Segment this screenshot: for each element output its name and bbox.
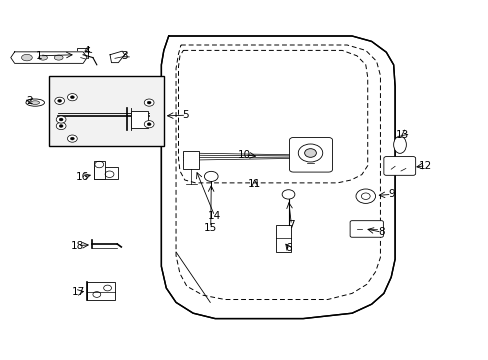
Text: 16: 16 xyxy=(75,172,89,182)
Circle shape xyxy=(70,137,74,140)
Text: 3: 3 xyxy=(121,51,128,61)
Text: 4: 4 xyxy=(83,46,90,56)
Circle shape xyxy=(204,171,218,181)
Ellipse shape xyxy=(21,54,32,61)
Polygon shape xyxy=(161,36,394,319)
Text: 14: 14 xyxy=(207,211,221,221)
Circle shape xyxy=(144,99,154,106)
Bar xyxy=(183,151,199,169)
Circle shape xyxy=(144,121,154,128)
Text: 6: 6 xyxy=(285,243,291,253)
Text: 18: 18 xyxy=(70,240,84,251)
Ellipse shape xyxy=(393,136,406,153)
Circle shape xyxy=(58,99,61,102)
Circle shape xyxy=(67,135,77,142)
Circle shape xyxy=(56,116,66,123)
Text: 9: 9 xyxy=(387,189,394,199)
Circle shape xyxy=(147,123,151,126)
Ellipse shape xyxy=(26,99,44,106)
Circle shape xyxy=(67,94,77,101)
Circle shape xyxy=(304,149,316,157)
Text: 13: 13 xyxy=(394,130,408,140)
Text: 5: 5 xyxy=(182,110,189,120)
Circle shape xyxy=(56,122,66,130)
Text: 10: 10 xyxy=(238,150,250,160)
FancyBboxPatch shape xyxy=(289,138,332,172)
Bar xyxy=(131,111,148,128)
Ellipse shape xyxy=(31,101,40,104)
Bar xyxy=(94,161,104,179)
Circle shape xyxy=(282,190,294,199)
Bar xyxy=(276,225,290,252)
Polygon shape xyxy=(110,51,124,63)
Text: 15: 15 xyxy=(203,222,217,233)
Bar xyxy=(94,167,118,179)
Text: 11: 11 xyxy=(247,179,261,189)
Circle shape xyxy=(55,97,64,104)
FancyBboxPatch shape xyxy=(349,221,383,237)
Circle shape xyxy=(59,125,63,127)
Bar xyxy=(87,282,115,300)
Text: 2: 2 xyxy=(26,96,33,106)
Ellipse shape xyxy=(39,55,47,60)
Circle shape xyxy=(147,101,151,104)
Circle shape xyxy=(355,189,375,203)
Text: 7: 7 xyxy=(287,220,294,230)
Text: 17: 17 xyxy=(71,287,85,297)
Bar xyxy=(49,76,163,146)
Ellipse shape xyxy=(54,55,63,60)
FancyBboxPatch shape xyxy=(383,157,415,175)
Polygon shape xyxy=(11,52,87,63)
Text: 1: 1 xyxy=(36,51,42,61)
Circle shape xyxy=(70,96,74,99)
Bar xyxy=(77,48,88,58)
Text: 8: 8 xyxy=(377,227,384,237)
Circle shape xyxy=(59,118,63,121)
Text: 12: 12 xyxy=(418,161,431,171)
